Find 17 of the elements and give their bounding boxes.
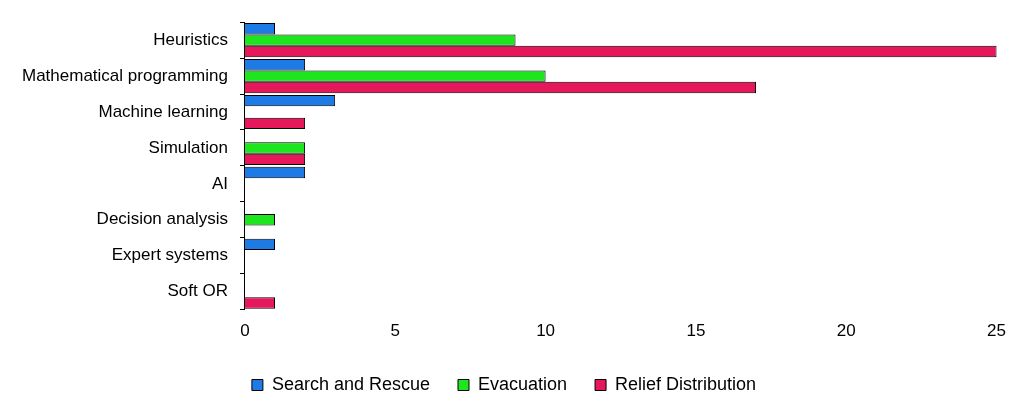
y-tick-label: Machine learning — [98, 101, 228, 121]
legend-label: Search and Rescue — [271, 373, 430, 394]
y-tick-label: Expert systems — [111, 245, 228, 265]
x-tick-label: 25 — [987, 321, 1007, 341]
y-tick-label: Mathematical programming — [22, 65, 228, 85]
y-tick-label: Simulation — [148, 137, 228, 157]
legend-label: Evacuation — [477, 373, 568, 394]
legend-label: Relief Distribution — [615, 373, 757, 394]
y-tick-label: Heuristics — [153, 29, 228, 49]
x-tick-label: 15 — [686, 321, 706, 341]
y-tick-label: AI — [211, 173, 228, 193]
x-tick-label: 5 — [390, 321, 401, 341]
y-tick-label: Decision analysis — [96, 209, 228, 229]
x-tick-label: 20 — [836, 321, 856, 341]
x-tick-label: 10 — [536, 321, 556, 341]
x-tick-label: 0 — [240, 321, 250, 341]
y-tick-label: Soft OR — [167, 281, 228, 301]
